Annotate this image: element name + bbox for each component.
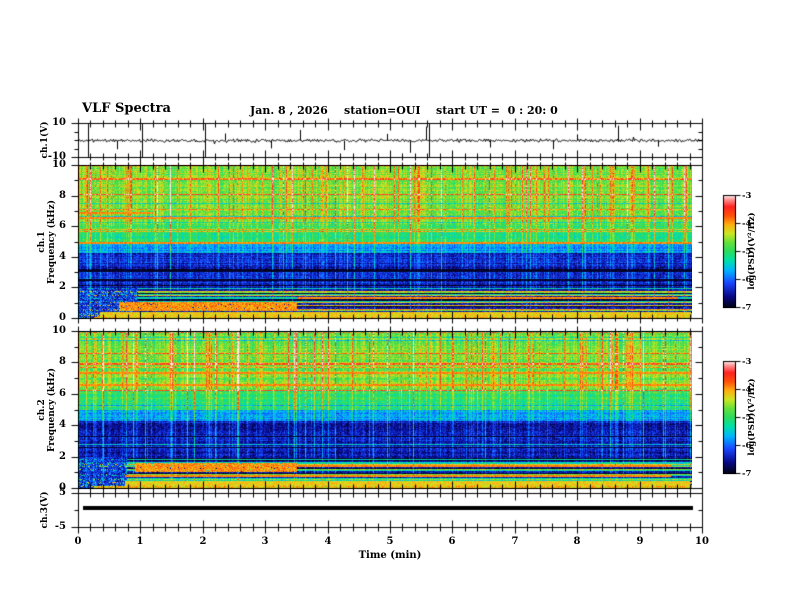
x-tick-label: 9 (636, 536, 644, 547)
x-tick-label: 0 (74, 536, 82, 547)
colorbar-tick-label: -5 (742, 413, 752, 423)
y-tick-label: 2 (59, 451, 66, 462)
y-tick-label: -5 (54, 521, 66, 532)
ch3-voltage-waveform (78, 493, 703, 528)
y-tick-label: 0 (59, 312, 66, 323)
figure-date: Jan. 8 , 2026 (250, 104, 328, 117)
colorbar-tick-label: -7 (742, 303, 752, 313)
colorbar-tick-label: -6 (742, 441, 752, 451)
y-tick-label: 8 (59, 356, 66, 367)
colorbar-tick-label: -4 (742, 219, 752, 229)
x-tick-label: 4 (324, 536, 332, 547)
ch2-spectrogram-panel (78, 331, 703, 489)
colorbar-tick-label: -6 (742, 275, 752, 285)
x-tick-label: 5 (386, 536, 394, 547)
figure-station: station=OUI (344, 104, 421, 117)
y-tick-label: 6 (59, 388, 66, 399)
ch1-voltage-panel (78, 123, 703, 158)
colorbar-tick-label: -3 (742, 357, 752, 367)
colorbar-ch1 (723, 195, 736, 308)
x-tick-label: 3 (261, 536, 269, 547)
x-tick-label: 7 (511, 536, 519, 547)
y-tick-label: 5 (59, 487, 66, 498)
colorbar-tick-label: -3 (742, 191, 752, 201)
y-tick-label: 10 (52, 117, 66, 128)
y-tick-label: 4 (59, 251, 66, 262)
axis-title-line: Frequency (kHz) (47, 199, 57, 285)
axis-title-line: ch.2 (37, 399, 47, 421)
y-tick-label: 10 (52, 325, 66, 336)
figure-start-ut: start UT = 0 : 20: 0 (436, 104, 558, 117)
y-tick-label: 4 (59, 419, 66, 430)
axis-title-line: ch.1 (37, 231, 47, 253)
colorbar-tick-label: -7 (742, 469, 752, 479)
ch3-voltage-panel (78, 493, 703, 528)
ch1-spectrogram-heatmap (78, 165, 692, 319)
x-tick-label: 6 (448, 536, 456, 547)
x-tick-label: 2 (199, 536, 207, 547)
ch1-voltage-waveform (78, 123, 703, 158)
y-tick-label: 8 (59, 190, 66, 201)
colorbar-tick-label: -5 (742, 247, 752, 257)
ch1-spectrogram-axis-title: ch.1 Frequency (kHz) (37, 200, 57, 284)
y-tick-label: 6 (59, 220, 66, 231)
ch2-spectrogram-axis-title: ch.2 Frequency (kHz) (37, 368, 57, 452)
colorbar-ch2 (723, 361, 736, 474)
ch2-spectrogram-heatmap (78, 331, 692, 489)
y-tick-label: 10 (52, 159, 66, 170)
axis-title-line: Frequency (kHz) (47, 367, 57, 453)
time-axis-title: Time (min) (358, 550, 422, 561)
colorbar-tick-label: -4 (742, 385, 752, 395)
figure-title: VLF Spectra (82, 101, 171, 116)
x-tick-label: 1 (136, 536, 144, 547)
y-tick-label: 2 (59, 281, 66, 292)
x-tick-label: 8 (573, 536, 581, 547)
x-tick-label: 10 (695, 536, 709, 547)
ch1-spectrogram-panel (78, 165, 703, 319)
